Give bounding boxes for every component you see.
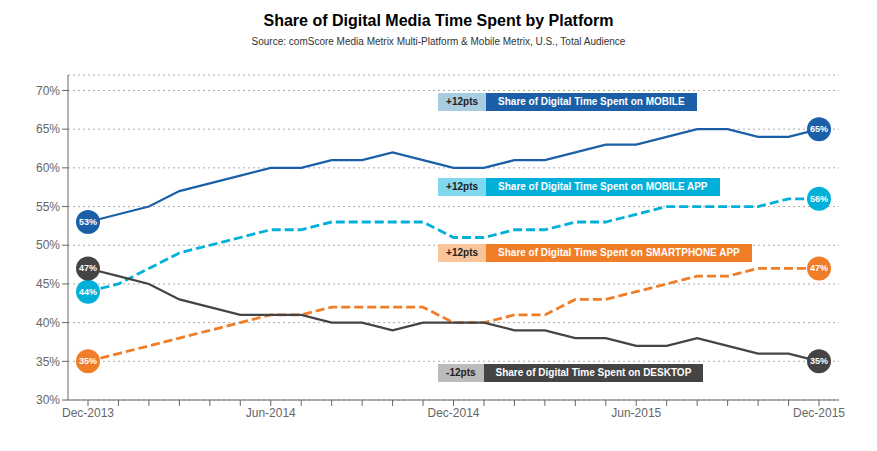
svg-text:47%: 47%	[79, 263, 97, 273]
svg-text:40%: 40%	[36, 316, 60, 330]
html-text:+12pts: +12pts	[446, 96, 478, 107]
svg-text:35%: 35%	[79, 356, 97, 366]
html-text:Share of Digital Time Spent on: Share of Digital Time Spent on SMARTPHON…	[498, 247, 740, 259]
svg-text:56%: 56%	[810, 194, 828, 204]
svg-text:44%: 44%	[79, 287, 97, 297]
svg-text:50%: 50%	[36, 238, 60, 252]
svg-text:60%: 60%	[36, 161, 60, 175]
svg-text:45%: 45%	[36, 277, 60, 291]
svg-text:53%: 53%	[79, 217, 97, 227]
svg-text:Jun-2015: Jun-2015	[611, 406, 661, 420]
html-text:+12pts: +12pts	[446, 247, 478, 259]
svg-text:30%: 30%	[36, 393, 60, 407]
html-text:Share of Digital Time Spent on: Share of Digital Time Spent on DESKTOP	[495, 367, 692, 378]
svg-text:65%: 65%	[36, 122, 60, 136]
svg-text:55%: 55%	[36, 200, 60, 214]
html-text:+12pts: +12pts	[446, 181, 478, 193]
svg-text:70%: 70%	[36, 84, 60, 98]
svg-text:35%: 35%	[810, 356, 828, 366]
svg-text:Dec-2014: Dec-2014	[427, 406, 479, 420]
svg-text:35%: 35%	[36, 355, 60, 369]
svg-text:Dec-2015: Dec-2015	[793, 406, 845, 420]
html-text:Share of Digital Time Spent on: Share of Digital Time Spent on MOBILE	[498, 96, 685, 107]
svg-text:Jun-2014: Jun-2014	[246, 406, 296, 420]
svg-text:Dec-2013: Dec-2013	[62, 406, 114, 420]
html-text:Source: comScore Media Metrix: Source: comScore Media Metrix Multi-Plat…	[251, 36, 626, 47]
svg-text:47%: 47%	[810, 263, 828, 273]
svg-text:65%: 65%	[810, 124, 828, 134]
html-text:Share of Digital Media Time Sp: Share of Digital Media Time Spent by Pla…	[263, 12, 614, 29]
html-text:Share of Digital Time Spent on: Share of Digital Time Spent on MOBILE AP…	[498, 181, 708, 193]
html-text:-12pts: -12pts	[446, 367, 476, 378]
